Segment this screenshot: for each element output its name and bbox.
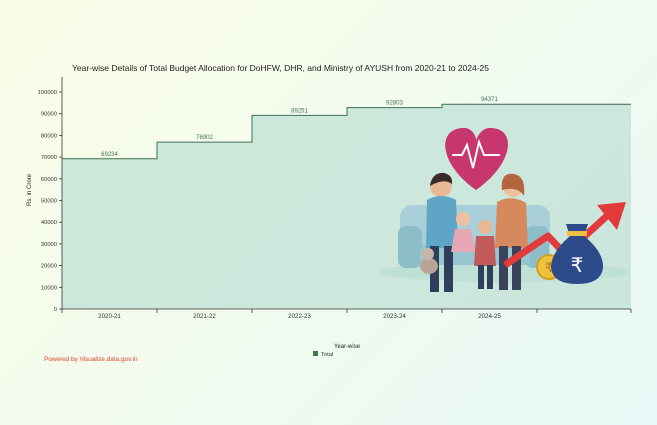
x-axis: 2020-21 2021-22 2022-23 2023-24 2024-25 [61,308,632,320]
x-tick-label: 2021-22 [193,313,216,320]
x-axis-label: Year-wise [334,344,361,350]
chart-title: Year-wise Details of Total Budget Alloca… [72,63,489,73]
x-tick-label: 2024-25 [478,313,501,320]
legend-label: Total [321,352,333,358]
family-health-illustration: ₹ ₹ [380,127,630,292]
powered-by-credit[interactable]: Powered by Visualize.data.gov.in [44,356,138,363]
y-tick-label: 70000 [41,155,57,161]
total-series-line [62,103,631,160]
svg-text:₹: ₹ [571,255,584,277]
y-tick-label: 0 [54,307,57,313]
y-tick-label: 30000 [41,242,57,248]
data-label: 92803 [386,101,403,107]
data-labels: 69234 76902 89251 92803 94371 [101,97,498,158]
y-tick-label: 10000 [41,285,57,291]
y-tick-label: 100000 [38,90,57,96]
y-tick-label: 80000 [41,133,57,139]
y-tick-label: 50000 [41,199,57,205]
y-tick-label: 90000 [41,112,57,118]
x-tick-label: 2022-23 [288,313,311,320]
y-tick-label: 40000 [41,220,57,226]
svg-text:₹: ₹ [545,260,553,275]
x-tick-label: 2020-21 [98,313,121,320]
y-tick-label: 60000 [41,177,57,183]
data-label: 89251 [291,108,308,114]
x-tick-label: 2023-24 [383,313,406,320]
data-label: 76902 [196,135,213,141]
legend[interactable]: Total [313,351,333,358]
data-label: 69234 [101,152,118,158]
y-axis-label: Rs. in Crore [27,173,33,206]
y-axis: 0 10000 20000 30000 40000 50000 60000 70000 8000… [38,77,63,313]
legend-swatch [313,351,318,356]
y-tick-label: 20000 [41,264,57,270]
data-label: 94371 [481,97,498,103]
